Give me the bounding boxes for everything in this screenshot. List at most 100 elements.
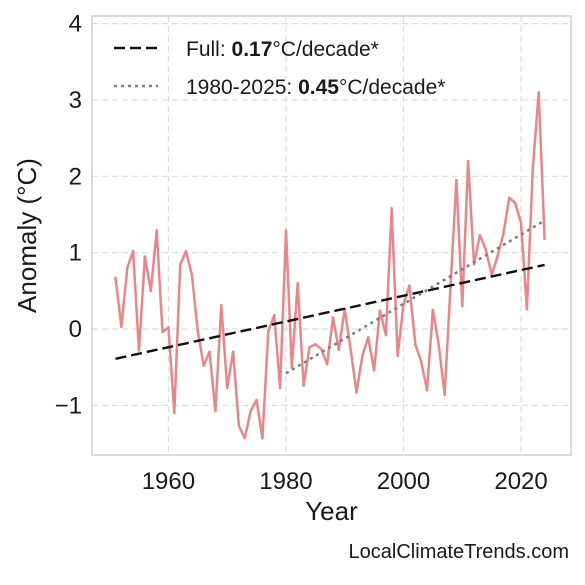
series-line-2 (285, 219, 546, 375)
data-point (361, 354, 364, 358)
data-point (466, 159, 470, 163)
data-point (331, 316, 335, 319)
y-tick-label: 0 (69, 316, 82, 343)
data-point (478, 233, 482, 237)
series-line-1 (115, 263, 545, 360)
data-point (378, 309, 382, 313)
legend-entry-recent: 1980-2025: 0.45°C/decade* (186, 76, 445, 99)
y-tick-label: 3 (69, 87, 82, 114)
data-point (278, 386, 282, 390)
legend-label-full: Full: (186, 38, 232, 61)
data-point (431, 308, 435, 312)
x-tick-label: 2000 (377, 468, 430, 495)
data-point (484, 248, 488, 251)
x-axis-label: Year (305, 496, 358, 526)
plot-series (114, 91, 546, 440)
data-point (167, 326, 170, 329)
data-point (314, 342, 317, 346)
data-point (496, 255, 499, 258)
data-point (325, 362, 329, 366)
data-point (272, 313, 276, 317)
data-point (131, 249, 135, 253)
data-point (178, 263, 182, 267)
data-point (384, 333, 388, 337)
data-point (319, 347, 323, 351)
data-point (125, 266, 129, 270)
data-point (249, 409, 252, 413)
data-point (302, 384, 305, 387)
data-point (513, 201, 517, 205)
data-point (390, 207, 394, 210)
data-point (460, 304, 464, 308)
data-point (202, 364, 205, 367)
data-point (184, 249, 188, 253)
source-credit: LocalClimateTrends.com (349, 541, 569, 563)
data-point (237, 424, 241, 428)
data-point (114, 276, 117, 280)
legend-label-recent: 1980-2025: (186, 76, 298, 99)
data-point (507, 196, 511, 200)
grid (92, 16, 571, 455)
series-line-0 (114, 91, 546, 440)
plot-frame (91, 15, 572, 456)
data-point (537, 91, 540, 94)
x-tick-label: 2020 (494, 468, 547, 495)
data-point (143, 255, 147, 258)
y-tick-label: −1 (55, 392, 82, 419)
data-point (120, 325, 123, 329)
data-point (161, 330, 164, 334)
data-point (190, 273, 194, 277)
data-point (284, 229, 288, 232)
data-point (337, 348, 341, 351)
data-point (137, 349, 141, 352)
data-point (437, 343, 441, 347)
data-point (290, 365, 294, 369)
data-point (525, 307, 529, 311)
data-point (408, 284, 411, 287)
data-point (531, 167, 535, 170)
data-point (296, 281, 300, 285)
data-point (413, 342, 417, 346)
data-point (155, 229, 158, 232)
data-point (208, 350, 211, 354)
data-point (443, 393, 446, 396)
data-point (214, 409, 217, 413)
legend-value-full: 0.17 (232, 38, 273, 61)
data-point (149, 289, 153, 293)
data-point (267, 330, 270, 333)
data-point (419, 359, 423, 363)
data-point (519, 221, 523, 225)
data-point (396, 354, 399, 358)
data-point (349, 347, 352, 351)
x-tick-label: 1960 (142, 468, 195, 495)
data-point (455, 178, 458, 182)
data-point (220, 304, 223, 307)
data-point (225, 386, 229, 390)
data-point (366, 336, 370, 339)
y-tick-label: 2 (69, 163, 82, 190)
data-point (355, 391, 358, 394)
y-tick-label: 4 (69, 11, 82, 38)
data-point (261, 436, 264, 440)
y-axis-label: Anomaly (°C) (12, 158, 42, 313)
legend-unit-recent: °C/decade* (339, 76, 445, 99)
legend-unit-full: °C/decade* (272, 38, 378, 61)
legend: Full: 0.17°C/decade* 1980-2025: 0.45°C/d… (114, 38, 445, 99)
data-point (243, 436, 247, 440)
data-point (231, 350, 235, 354)
y-tick-label: 1 (69, 240, 82, 267)
data-point (255, 398, 258, 402)
data-point (196, 330, 200, 333)
legend-value-recent: 0.45 (298, 76, 339, 99)
x-tick-label: 1980 (259, 468, 312, 495)
data-point (172, 411, 176, 415)
data-point (372, 368, 376, 372)
data-point (502, 232, 505, 235)
axis-ticks: 1960 1980 2000 2020 −1 0 1 2 3 4 (55, 11, 548, 495)
legend-entry-full: Full: 0.17°C/decade* (186, 38, 379, 61)
data-point (425, 388, 429, 392)
data-point (308, 346, 311, 349)
